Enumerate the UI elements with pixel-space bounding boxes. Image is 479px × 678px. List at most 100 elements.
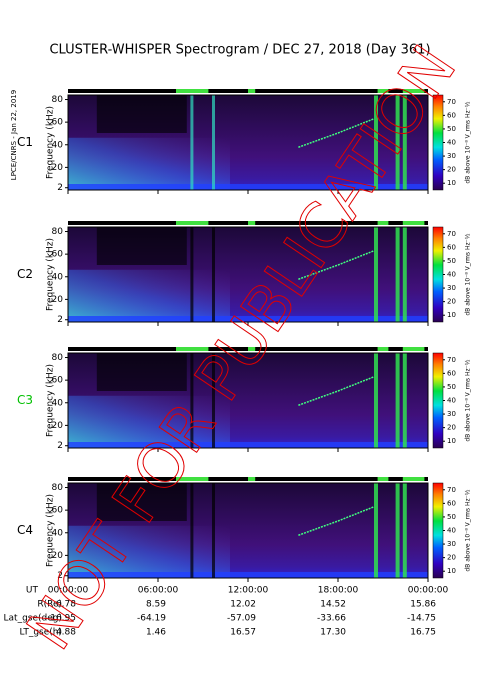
x-axis-label: UT bbox=[26, 586, 39, 596]
y-tick-label: 2 bbox=[57, 183, 63, 193]
spectrogram-streak bbox=[190, 353, 194, 448]
status-segment bbox=[402, 347, 425, 351]
colorbar-tick-label: 20 bbox=[447, 298, 456, 306]
row-label: R(Re) bbox=[37, 600, 62, 610]
spectrogram-streak bbox=[190, 95, 194, 190]
y-tick-label: 2 bbox=[57, 571, 63, 581]
status-segment bbox=[176, 221, 194, 225]
x-tick-label: 18:00:00 bbox=[318, 586, 359, 596]
spectrogram-streak bbox=[395, 483, 400, 578]
x-tick-label: 00:00:00 bbox=[48, 586, 89, 596]
colorbar-tick-label: 10 bbox=[447, 179, 456, 187]
y-tick-label: 80 bbox=[52, 95, 64, 105]
x-tick-label: 00:00:00 bbox=[408, 586, 449, 596]
cell: -14.75 bbox=[407, 614, 436, 624]
colorbar-tick-label: 70 bbox=[447, 98, 456, 106]
spectrogram-streak bbox=[395, 353, 400, 448]
spectrogram-emission bbox=[68, 137, 230, 190]
panel-label: C1 bbox=[17, 135, 33, 149]
colorbar-tick-label: 30 bbox=[447, 284, 456, 292]
status-segment bbox=[194, 347, 209, 351]
colorbar-tick-label: 50 bbox=[447, 513, 456, 521]
spectrogram-emission bbox=[68, 269, 230, 322]
row-label: LT_gse(h) bbox=[20, 628, 62, 638]
spectrogram-streak bbox=[374, 95, 378, 190]
colorbar-tick-label: 20 bbox=[447, 554, 456, 562]
colorbar-tick-label: 20 bbox=[447, 166, 456, 174]
colorbar-tick-label: 30 bbox=[447, 410, 456, 418]
status-segment bbox=[377, 221, 389, 225]
spectrogram-streak bbox=[395, 95, 400, 190]
y-tick-label: 60 bbox=[52, 118, 64, 128]
status-segment bbox=[377, 347, 389, 351]
spectrogram-band bbox=[68, 184, 428, 190]
y-tick-label: 80 bbox=[52, 483, 64, 493]
ephemeris-table: UT 00:00:00 06:00:00 12:00:00 18:00:00 00:00:… bbox=[4, 586, 449, 638]
colorbar-tick-label: 70 bbox=[447, 486, 456, 494]
status-segment bbox=[248, 347, 256, 351]
colorbar-tick-label: 10 bbox=[447, 567, 456, 575]
cell: 16.95 bbox=[50, 614, 76, 624]
colorbar-tick-label: 30 bbox=[447, 540, 456, 548]
cell: 12.02 bbox=[230, 600, 256, 610]
colorbar-tick-label: 30 bbox=[447, 152, 456, 160]
cell: 16.57 bbox=[230, 628, 256, 638]
spectrogram-dark bbox=[96, 227, 187, 265]
spectrogram-streak bbox=[212, 353, 215, 448]
status-segment bbox=[377, 477, 389, 481]
y-axis-label: Frequency (kHz) bbox=[46, 494, 56, 567]
cell: 1.46 bbox=[146, 628, 166, 638]
y-tick-label: 2 bbox=[57, 315, 63, 325]
cell: 14.52 bbox=[320, 600, 346, 610]
colorbar-tick-label: 60 bbox=[447, 243, 456, 251]
spectrogram-emission bbox=[68, 395, 230, 448]
y-tick-label: 20 bbox=[52, 295, 64, 305]
spectrogram-trace bbox=[298, 376, 375, 406]
panel-label: C4 bbox=[17, 523, 33, 537]
spectrogram-dark bbox=[96, 483, 187, 521]
cell: 15.86 bbox=[410, 600, 436, 610]
spectrogram-streak bbox=[402, 95, 407, 190]
spectrogram-streak bbox=[402, 353, 407, 448]
spectrogram-streak bbox=[374, 483, 378, 578]
colorbar-tick-label: 10 bbox=[447, 437, 456, 445]
title: CLUSTER-WHISPER Spectrogram / DEC 27, 20… bbox=[49, 43, 430, 58]
y-tick-label: 40 bbox=[52, 528, 64, 538]
status-segment bbox=[176, 477, 194, 481]
spectrogram-streak bbox=[402, 483, 407, 578]
colorbar-tick-label: 60 bbox=[447, 111, 456, 119]
panel-label: C2 bbox=[17, 267, 33, 281]
spectrogram-streak bbox=[190, 483, 194, 578]
status-segment bbox=[194, 89, 209, 93]
status-segment bbox=[176, 347, 194, 351]
y-tick-label: 20 bbox=[52, 163, 64, 173]
spectrogram-band bbox=[68, 316, 428, 322]
x-tick-label: 06:00:00 bbox=[138, 586, 179, 596]
y-axis-label: Frequency (kHz) bbox=[46, 364, 56, 437]
panel-label: C3 bbox=[17, 393, 33, 407]
spectrogram-streak bbox=[212, 227, 215, 322]
spectrogram-streak bbox=[374, 227, 378, 322]
colorbar-label: dB above 10⁻⁸ V_rms Hz⁻½ bbox=[465, 489, 472, 571]
colorbar bbox=[432, 482, 444, 579]
y-tick-label: 40 bbox=[52, 398, 64, 408]
y-tick-label: 20 bbox=[52, 551, 64, 561]
colorbar-tick-label: 70 bbox=[447, 356, 456, 364]
colorbar-tick-label: 60 bbox=[447, 499, 456, 507]
x-tick-label: 12:00:00 bbox=[228, 586, 269, 596]
y-tick-label: 40 bbox=[52, 272, 64, 282]
spectrogram-trace bbox=[298, 250, 375, 280]
colorbar-tick-label: 20 bbox=[447, 424, 456, 432]
status-segment bbox=[402, 89, 425, 93]
spectrogram-band bbox=[68, 572, 428, 578]
y-tick-label: 2 bbox=[57, 441, 63, 451]
cell: -64.19 bbox=[137, 614, 166, 624]
spectrogram-trace bbox=[298, 506, 375, 536]
spectrogram-dark bbox=[96, 95, 187, 133]
colorbar-tick-label: 50 bbox=[447, 383, 456, 391]
